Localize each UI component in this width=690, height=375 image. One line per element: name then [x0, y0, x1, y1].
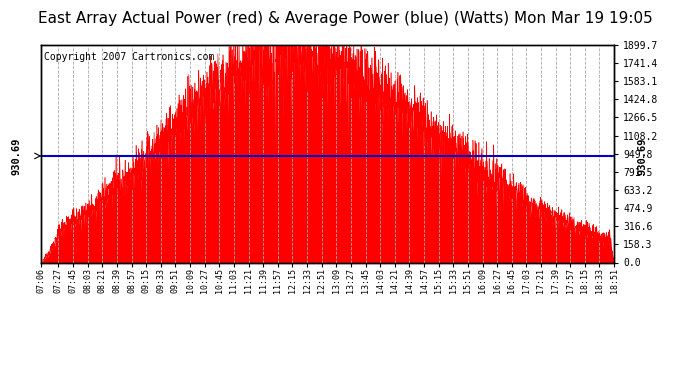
Text: Copyright 2007 Cartronics.com: Copyright 2007 Cartronics.com — [44, 51, 215, 62]
Text: 930.69: 930.69 — [11, 137, 21, 175]
Text: East Array Actual Power (red) & Average Power (blue) (Watts) Mon Mar 19 19:05: East Array Actual Power (red) & Average … — [38, 11, 652, 26]
Text: 930.69: 930.69 — [637, 137, 647, 175]
